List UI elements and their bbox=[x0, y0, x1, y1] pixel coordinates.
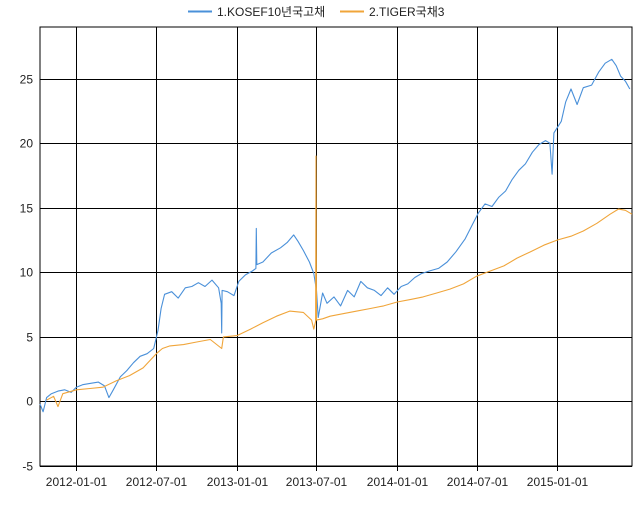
series-line-1 bbox=[39, 58, 631, 413]
x-tick-label: 2014-01-01 bbox=[367, 475, 429, 489]
x-tick-label: 2015-01-01 bbox=[527, 475, 589, 489]
x-tick-label: 2012-01-01 bbox=[46, 475, 108, 489]
y-tick-label: 15 bbox=[20, 202, 34, 216]
series-line-2 bbox=[46, 155, 633, 408]
x-tick-label: 2012-07-01 bbox=[126, 475, 188, 489]
axes: -5 0 5 10 15 20 25 2012-01-01 2012-07-01 2013-01-… bbox=[20, 26, 633, 489]
y-tick-label: 5 bbox=[26, 331, 33, 345]
y-tick-label: 10 bbox=[20, 266, 34, 280]
y-tick-label: -5 bbox=[22, 460, 33, 474]
legend-label-2: 2.TIGER국채3 bbox=[369, 5, 445, 19]
x-tick-label: 2013-01-01 bbox=[207, 475, 269, 489]
y-tick-label: 0 bbox=[26, 395, 33, 409]
legend-label-1: 1.KOSEF10년국고채 bbox=[217, 5, 325, 19]
y-tick-label: 20 bbox=[20, 137, 34, 151]
x-tick-label: 2013-07-01 bbox=[286, 475, 348, 489]
x-tick-label: 2014-07-01 bbox=[447, 475, 509, 489]
legend: 1.KOSEF10년국고채 2.TIGER국채3 bbox=[188, 5, 445, 19]
series-lines bbox=[39, 58, 633, 413]
plot-area-frame bbox=[39, 26, 633, 467]
grid bbox=[40, 27, 632, 467]
y-tick-label: 25 bbox=[20, 73, 34, 87]
